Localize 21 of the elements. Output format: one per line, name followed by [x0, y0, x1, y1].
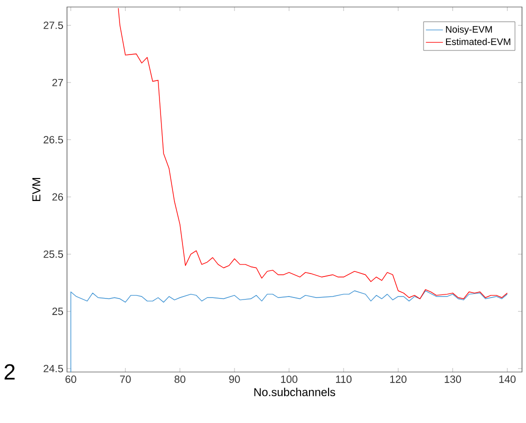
y-axis-title: EVM — [32, 178, 40, 201]
text: 2 — [4, 364, 15, 380]
x-tick-label: 110 — [336, 376, 352, 383]
y-tick-label: 24.5 — [44, 364, 64, 372]
y-tick-label: 26.5 — [44, 136, 64, 144]
x-tick-label: 60 — [66, 376, 76, 383]
legend-label: Estimated-EVM — [446, 38, 510, 46]
x-axis-title: No.subchannels — [254, 388, 336, 396]
x-tick-label: 100 — [281, 376, 298, 383]
y-tick-label: 27.5 — [44, 22, 64, 30]
x-tick-label: 120 — [390, 376, 406, 383]
y-tick-label: 26 — [52, 193, 64, 201]
legend-label: Noisy-EVM — [446, 26, 492, 35]
y-tick-label: 25.5 — [44, 250, 64, 258]
y-tick-label: 25 — [52, 308, 64, 316]
x-tick-label: 140 — [499, 376, 516, 383]
x-tick-label: 80 — [174, 376, 186, 383]
x-tick-label: 70 — [120, 376, 131, 383]
x-tick-label: 90 — [229, 376, 240, 383]
x-tick-label: 130 — [444, 376, 462, 383]
y-tick-label: 27 — [52, 78, 63, 86]
